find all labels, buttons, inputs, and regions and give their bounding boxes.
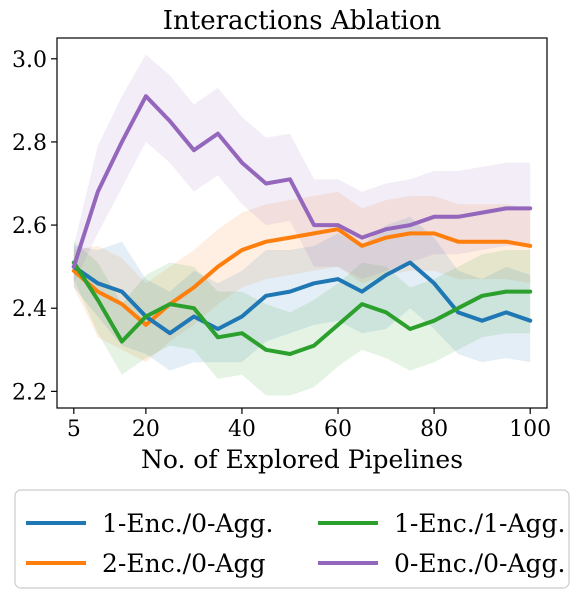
legend-frame	[14, 489, 570, 589]
legend-label-4: 0-Enc./0-Agg.	[394, 549, 565, 578]
x-axis-title: No. of Explored Pipelines	[141, 445, 463, 474]
y-tick-label: 2.6	[12, 214, 47, 239]
legend: 1-Enc./0-Agg. 2-Enc./0-Agg 1-Enc./1-Agg. 0-…	[14, 489, 570, 589]
band-3	[73, 241, 531, 396]
x-tick-label: 60	[324, 417, 352, 442]
x-tick-label: 40	[228, 417, 256, 442]
legend-label-2: 2-Enc./0-Agg	[102, 549, 266, 578]
plot-frame	[56, 37, 548, 409]
series-line-4	[71, 94, 533, 269]
legend-label-1: 1-Enc./0-Agg.	[102, 509, 273, 538]
x-axis: 5 20 40 60 80 100	[67, 408, 551, 442]
x-tick-label: 100	[509, 417, 551, 442]
series-line-1	[71, 260, 533, 336]
chart-title: Interactions Ablation	[163, 6, 442, 36]
y-tick-label: 3.0	[12, 48, 47, 73]
x-tick-label: 20	[132, 417, 160, 442]
y-tick-label: 2.2	[12, 380, 47, 405]
x-tick-label: 5	[67, 417, 81, 442]
series-lines	[71, 94, 533, 356]
band-4	[73, 54, 531, 284]
series-line-3	[71, 260, 533, 356]
y-tick-label: 2.8	[12, 131, 47, 156]
y-axis: 2.2 2.4 2.6 2.8 3.0	[12, 48, 57, 405]
legend-label-3: 1-Enc./1-Agg.	[394, 509, 565, 538]
y-tick-label: 2.4	[12, 297, 47, 322]
x-tick-label: 80	[420, 417, 448, 442]
band-1	[73, 216, 531, 371]
